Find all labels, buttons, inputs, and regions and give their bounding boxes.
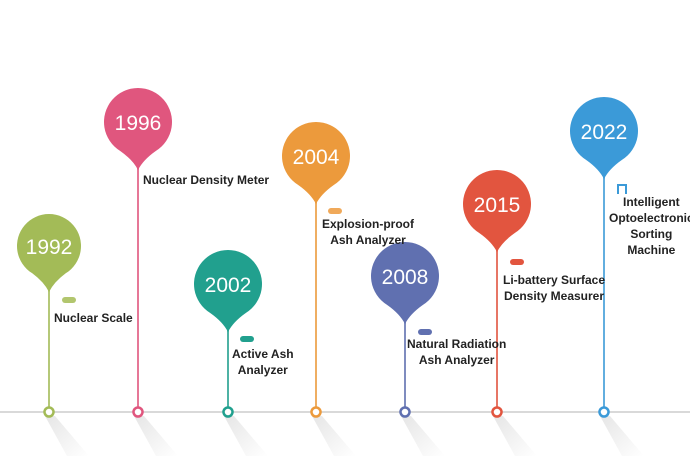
timeline-node bbox=[310, 406, 322, 418]
milestone-year: 2002 bbox=[205, 274, 252, 297]
milestone-label: Active Ash Analyzer bbox=[232, 347, 294, 377]
milestone-label: Intelligent Optoelectronic Sorting Machi… bbox=[609, 195, 690, 257]
map-pin-marker bbox=[570, 97, 638, 179]
milestone-label: Explosion-proof Ash Analyzer bbox=[322, 217, 414, 247]
label-dash bbox=[418, 329, 432, 335]
milestone-label: Li-battery Surface Density Measurer bbox=[503, 273, 606, 303]
milestone-label: Nuclear Scale bbox=[54, 311, 133, 325]
map-pin-marker bbox=[194, 250, 262, 332]
timeline-node bbox=[399, 406, 411, 418]
milestone-1992: 1992 bbox=[16, 214, 89, 456]
milestone-year: 2022 bbox=[581, 121, 628, 144]
timeline-node bbox=[222, 406, 234, 418]
map-pin-marker bbox=[282, 122, 351, 204]
map-pin-marker bbox=[104, 88, 172, 170]
milestone-1996: 1996 bbox=[104, 88, 178, 456]
milestone-year: 1992 bbox=[26, 236, 73, 259]
label-dash bbox=[240, 336, 254, 342]
milestone-2002: 2002 bbox=[194, 250, 268, 456]
node-shadow bbox=[401, 416, 445, 456]
timeline-node bbox=[132, 406, 144, 418]
node-shadow bbox=[224, 416, 268, 456]
milestone-year: 1996 bbox=[115, 112, 162, 135]
milestone-2015: 2015 bbox=[463, 170, 537, 456]
milestone-year: 2008 bbox=[382, 266, 429, 289]
milestone-label: Natural Radiation Ash Analyzer bbox=[407, 337, 507, 367]
map-pin-marker bbox=[463, 170, 531, 252]
label-marker-icon bbox=[617, 184, 627, 194]
label-dash bbox=[510, 259, 524, 265]
milestone-label: Nuclear Density Meter bbox=[143, 173, 270, 187]
node-shadow bbox=[493, 416, 537, 456]
timeline-node bbox=[491, 406, 503, 418]
node-shadow bbox=[600, 416, 644, 456]
milestone-2022: 2022 bbox=[570, 97, 644, 456]
timeline-node bbox=[43, 406, 55, 418]
node-shadow bbox=[45, 416, 89, 456]
milestone-2008: 2008 bbox=[371, 241, 445, 456]
timeline-node bbox=[598, 406, 610, 418]
map-pin-marker bbox=[16, 214, 81, 292]
node-shadow bbox=[312, 416, 356, 456]
milestone-year: 2015 bbox=[474, 194, 521, 217]
map-pin-marker bbox=[371, 241, 439, 324]
label-dash bbox=[328, 208, 342, 214]
milestone-2004: 2004 bbox=[282, 122, 356, 456]
label-dash bbox=[62, 297, 76, 303]
milestone-year: 2004 bbox=[293, 146, 340, 169]
node-shadow bbox=[134, 416, 178, 456]
